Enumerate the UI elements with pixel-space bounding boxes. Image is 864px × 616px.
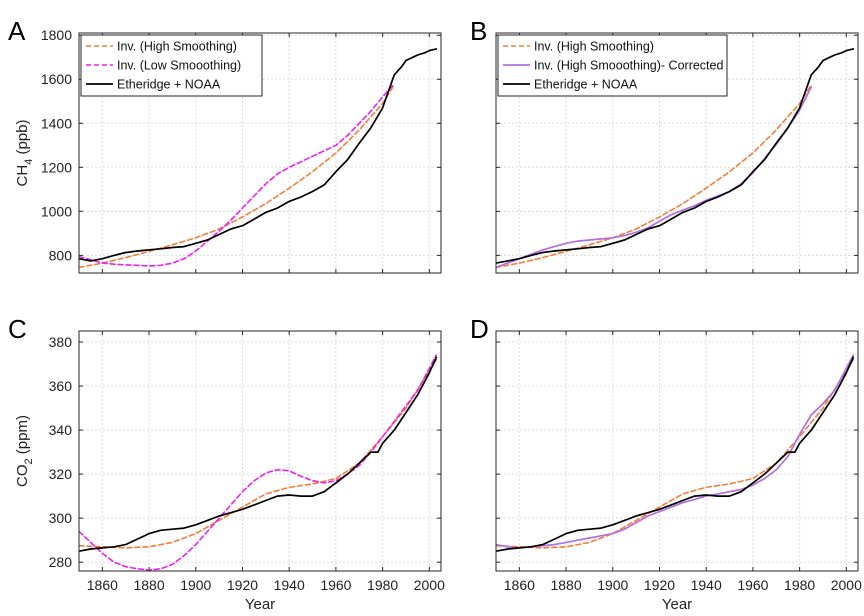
panel-letter-a: A — [8, 16, 26, 46]
x-tick-label-d-2: 1900 — [597, 577, 628, 593]
x-tick-label-c-6: 1980 — [367, 577, 398, 593]
y-tick-label-c-4: 360 — [49, 378, 73, 394]
y-tick-label-c-0: 280 — [49, 554, 73, 570]
x-tick-label-d-4: 1940 — [691, 577, 722, 593]
plot-frame-a — [78, 32, 442, 274]
x-tick-label-c-7: 2000 — [414, 577, 445, 593]
legend-box-b — [497, 34, 728, 97]
panel-letter-b: B — [470, 16, 487, 46]
y-tick-label-a-0: 800 — [49, 247, 73, 263]
panel-letter-d: D — [470, 314, 489, 344]
series-line-b-2 — [496, 48, 855, 264]
series-line-d-2 — [496, 356, 855, 553]
chart-panel-a: 800 1000 1200 1400 1600 1800 CH4 (ppb) Inv. (Hi… — [14, 27, 442, 274]
legend-label-b-0: Inv. (High Smoothing) — [534, 40, 654, 54]
y-tick-label-c-5: 380 — [49, 334, 73, 350]
series-line-b-1 — [496, 86, 813, 269]
legend-label-a-2: Etheridge + NOAA — [117, 78, 221, 92]
y-axis-label-main-a: CH — [14, 165, 31, 187]
series-line-c-2 — [79, 356, 438, 553]
x-tick-label-d-0: 1860 — [504, 577, 535, 593]
series-line-a-2 — [79, 48, 438, 262]
x-tick-label-c-5: 1960 — [320, 577, 351, 593]
y-tick-label-c-1: 300 — [49, 510, 73, 526]
y-axis-label-unit-a: (ppb) — [14, 120, 31, 159]
x-tick-label-c-4: 1940 — [274, 577, 305, 593]
x-tick-label-c-1: 1880 — [133, 577, 164, 593]
x-tick-label-d-7: 2000 — [831, 577, 862, 593]
y-tick-label-a-5: 1800 — [41, 27, 72, 43]
y-axis-label-sub-a: 4 — [23, 159, 35, 165]
x-tick-label-d-3: 1920 — [644, 577, 675, 593]
y-tick-label-a-4: 1600 — [41, 71, 72, 87]
series-line-c-0 — [79, 358, 438, 549]
x-tick-label-c-2: 1900 — [180, 577, 211, 593]
chart-panel-c: 280 300 320 340 360 380 1860 1880 1900 1920 1940 19… — [14, 330, 445, 613]
x-tick-label-c-0: 1860 — [87, 577, 118, 593]
y-tick-label-c-2: 320 — [49, 466, 73, 482]
x-tick-label-d-1: 1880 — [550, 577, 581, 593]
y-axis-label-main-c: CO — [14, 464, 31, 487]
legend-label-b-1: Inv. (High Smooothing)- Corrected — [534, 59, 723, 73]
plot-frame-c — [78, 330, 442, 572]
y-axis-label-sub-c: 2 — [23, 458, 35, 464]
x-axis-label-d: Year — [662, 596, 692, 613]
y-tick-label-c-3: 340 — [49, 422, 73, 438]
y-axis-label-unit-c: (ppm) — [14, 415, 31, 458]
y-axis-label-a: CH4 (ppb) — [14, 120, 35, 187]
y-tick-label-a-1: 1000 — [41, 203, 72, 219]
y-tick-label-a-3: 1400 — [41, 115, 72, 131]
x-tick-label-c-3: 1920 — [227, 577, 258, 593]
legend-label-a-0: Inv. (High Smoothing) — [117, 40, 237, 54]
series-line-b-0 — [496, 83, 813, 269]
series-line-d-0 — [496, 358, 855, 549]
x-tick-label-d-5: 1960 — [737, 577, 768, 593]
plot-frame-d — [495, 330, 859, 572]
plot-frame-b — [495, 32, 859, 274]
chart-panel-b: Inv. (High Smoothing) Inv. (High Smooothi… — [495, 32, 859, 274]
y-axis-label-c: CO2 (ppm) — [14, 415, 35, 487]
y-tick-label-a-2: 1200 — [41, 159, 72, 175]
x-axis-label-c: Year — [245, 596, 275, 613]
panel-letter-c: C — [8, 314, 27, 344]
series-line-d-1 — [496, 354, 855, 549]
legend-label-a-1: Inv. (Low Smooothing) — [117, 59, 241, 73]
series-line-a-1 — [79, 82, 396, 267]
series-line-a-0 — [79, 83, 396, 269]
x-tick-label-d-6: 1980 — [784, 577, 815, 593]
legend-label-b-2: Etheridge + NOAA — [534, 78, 638, 92]
chart-panel-d: 1860 1880 1900 1920 1940 1960 1980 2000 Year — [495, 330, 862, 613]
